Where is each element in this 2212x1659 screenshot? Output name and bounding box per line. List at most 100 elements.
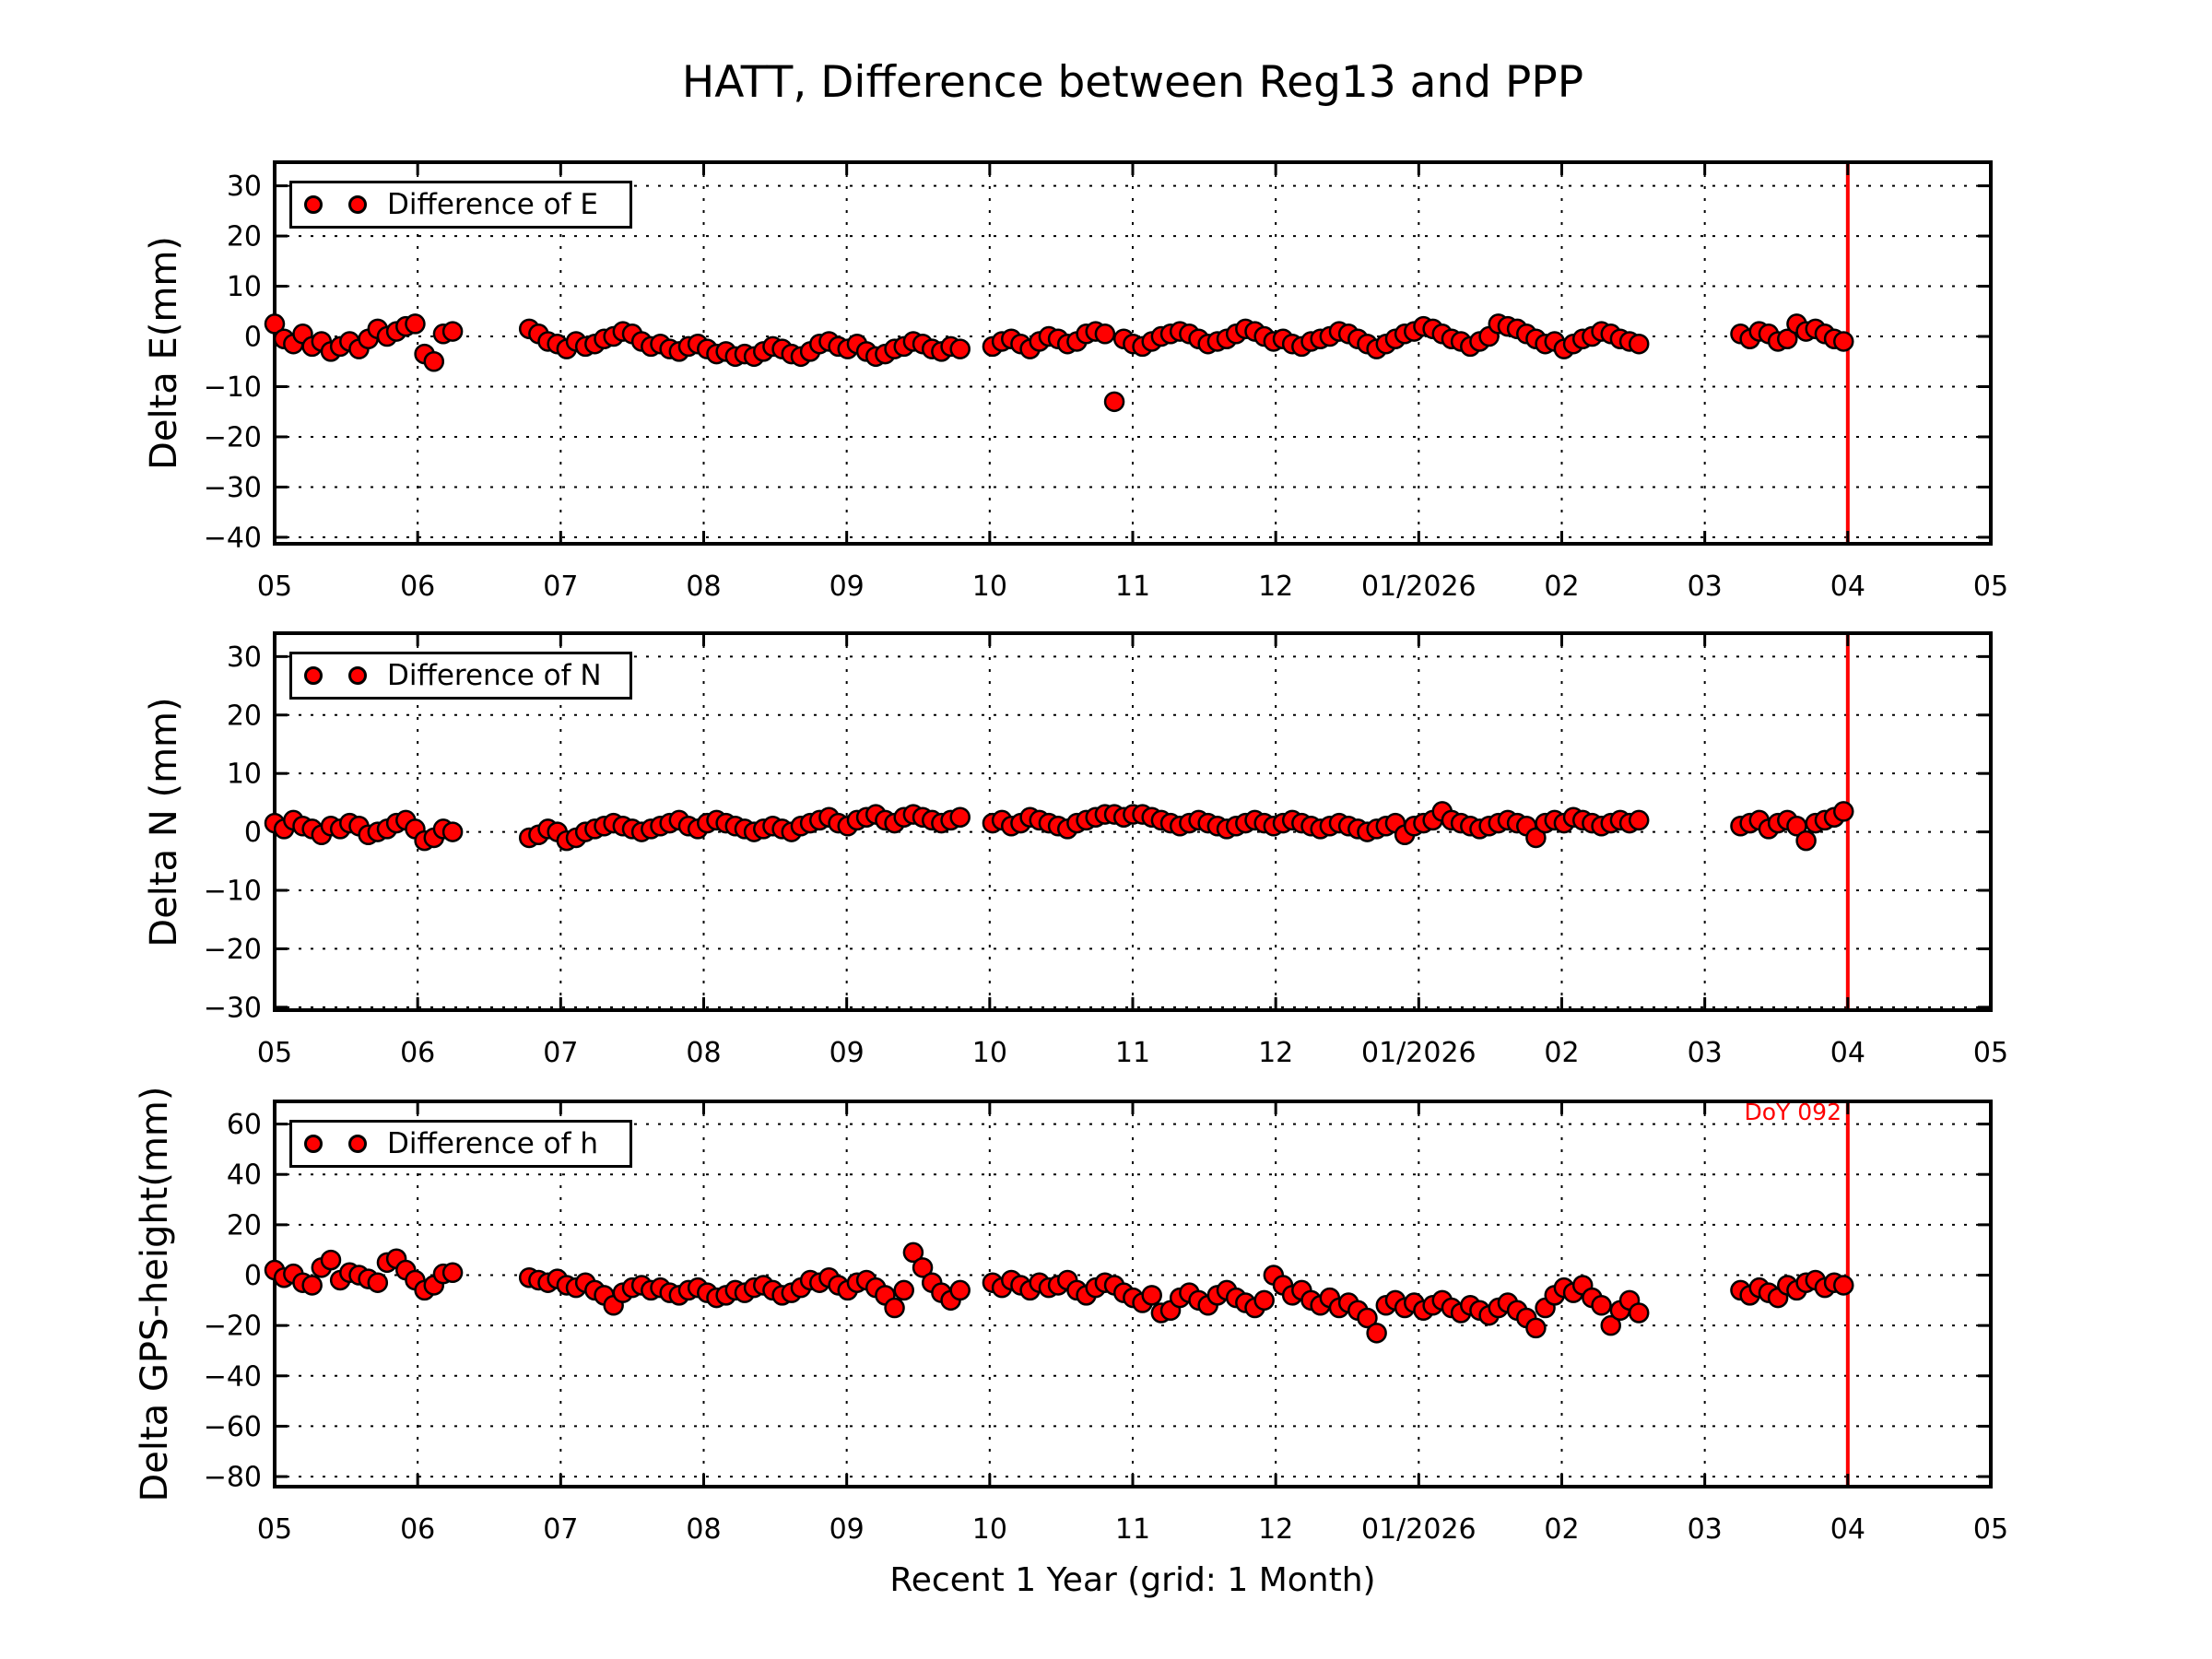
legend-delta-h: Difference of h <box>289 1120 632 1168</box>
y-tick-label: 20 <box>227 700 262 732</box>
x-tick-label: 05 <box>1973 1037 2008 1069</box>
x-tick-label: 08 <box>686 1513 721 1546</box>
doy-annotation: DoY 092 <box>1744 1099 1841 1125</box>
y-tick-label: −40 <box>204 522 262 554</box>
data-point <box>1833 801 1854 822</box>
y-tick-label: 10 <box>227 271 262 303</box>
data-point <box>1833 1275 1854 1296</box>
y-tick-label: −60 <box>204 1411 262 1443</box>
data-point <box>441 321 464 342</box>
legend-marker-icon <box>348 195 367 214</box>
data-point <box>1141 1285 1162 1306</box>
x-tick-label: 05 <box>1973 1513 2008 1546</box>
data-point <box>1795 830 1817 852</box>
x-tick-label: 07 <box>543 1037 578 1069</box>
y-tick-label: 30 <box>227 171 262 203</box>
y-tick-label: −10 <box>204 876 262 908</box>
data-point <box>301 1275 323 1296</box>
legend-marker-icon <box>348 666 367 685</box>
x-tick-label: 06 <box>400 571 435 603</box>
data-point <box>1628 333 1650 355</box>
y-tick-label: −20 <box>204 421 262 453</box>
data-point <box>1525 1317 1547 1339</box>
data-point <box>441 821 464 842</box>
data-point <box>1357 1307 1378 1329</box>
data-point <box>264 313 286 335</box>
x-tick-label: 09 <box>830 571 865 603</box>
x-tick-label: 02 <box>1544 1037 1579 1069</box>
x-tick-label: 11 <box>1115 571 1150 603</box>
x-tick-label: 07 <box>543 571 578 603</box>
x-tick-label: 09 <box>830 1037 865 1069</box>
x-tick-label: 07 <box>543 1513 578 1546</box>
data-point <box>1103 391 1125 413</box>
data-point <box>1525 827 1547 849</box>
y-tick-label: 20 <box>227 221 262 253</box>
data-point <box>1600 1314 1621 1336</box>
x-tick-label: 01/2026 <box>1361 1037 1477 1069</box>
y-tick-label: −20 <box>204 1311 262 1343</box>
y-axis-label-delta-h: Delta GPS-height(mm) <box>134 1086 176 1502</box>
data-point <box>1628 809 1650 831</box>
x-tick-label: 03 <box>1688 1037 1723 1069</box>
data-point <box>441 1262 464 1284</box>
x-tick-label: 05 <box>257 571 292 603</box>
y-tick-label: 30 <box>227 641 262 674</box>
x-tick-label: 06 <box>400 1037 435 1069</box>
x-tick-label: 02 <box>1544 1513 1579 1546</box>
legend-delta-e: Difference of E <box>289 181 632 229</box>
legend-label: Difference of h <box>387 1126 599 1160</box>
data-point <box>1628 1302 1650 1324</box>
data-point <box>320 1249 342 1271</box>
data-point <box>1366 1323 1387 1344</box>
y-tick-label: 40 <box>227 1159 262 1192</box>
y-axis-label-delta-n: Delta N (mm) <box>143 697 185 947</box>
y-tick-label: −10 <box>204 371 262 404</box>
y-tick-label: −30 <box>204 472 262 504</box>
x-tick-label: 04 <box>1830 571 1865 603</box>
data-point <box>949 338 971 359</box>
x-tick-label: 10 <box>972 1513 1007 1546</box>
data-point <box>1777 328 1798 349</box>
y-tick-label: 20 <box>227 1209 262 1241</box>
x-tick-label: 04 <box>1830 1513 1865 1546</box>
x-tick-label: 11 <box>1115 1037 1150 1069</box>
x-tick-label: 12 <box>1258 1513 1293 1546</box>
data-point <box>912 1257 934 1278</box>
data-point <box>1591 1295 1612 1316</box>
data-point <box>1833 331 1854 352</box>
legend-marker-icon <box>304 195 323 214</box>
legend-label: Difference of N <box>387 658 602 692</box>
y-tick-label: 0 <box>244 817 262 849</box>
x-tick-label: 01/2026 <box>1361 571 1477 603</box>
y-tick-label: 0 <box>244 322 262 354</box>
x-tick-label: 03 <box>1688 1513 1723 1546</box>
x-tick-label: 05 <box>257 1037 292 1069</box>
data-point <box>902 1241 924 1264</box>
x-tick-label: 08 <box>686 571 721 603</box>
legend-label: Difference of E <box>387 187 598 221</box>
y-tick-label: 10 <box>227 759 262 791</box>
x-tick-label: 02 <box>1544 571 1579 603</box>
x-tick-label: 03 <box>1688 571 1723 603</box>
x-tick-label: 01/2026 <box>1361 1513 1477 1546</box>
x-tick-label: 05 <box>1973 571 2008 603</box>
data-point <box>1253 1289 1275 1312</box>
data-point <box>949 1279 971 1301</box>
data-point <box>884 1297 905 1319</box>
data-point <box>405 313 426 335</box>
y-tick-label: −80 <box>204 1462 262 1494</box>
legend-marker-icon <box>348 1135 367 1153</box>
y-axis-label-delta-e: Delta E(mm) <box>143 236 185 470</box>
data-point <box>949 806 971 828</box>
x-tick-label: 10 <box>972 571 1007 603</box>
data-point <box>423 351 445 372</box>
x-tick-label: 06 <box>400 1513 435 1546</box>
x-axis-label: Recent 1 Year (grid: 1 Month) <box>889 1561 1376 1599</box>
x-tick-label: 04 <box>1830 1037 1865 1069</box>
y-tick-label: −40 <box>204 1360 262 1393</box>
x-tick-label: 12 <box>1258 571 1293 603</box>
y-tick-label: 60 <box>227 1109 262 1141</box>
